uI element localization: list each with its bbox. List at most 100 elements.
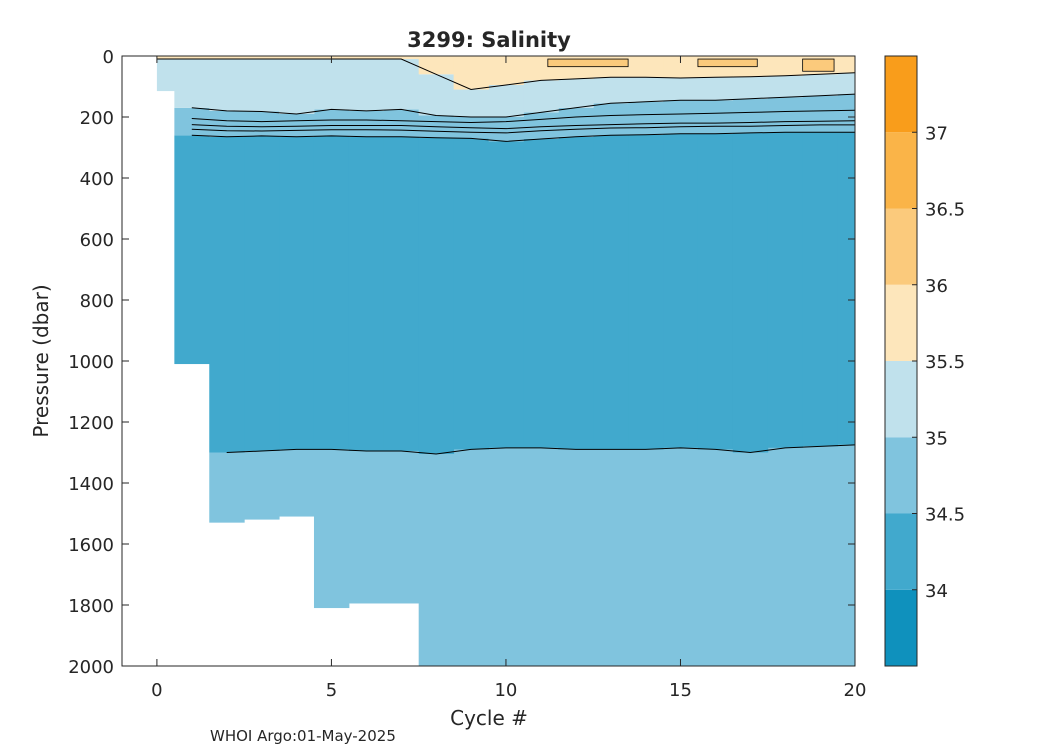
thermocline-salinity-band [174,107,210,136]
x-tick-label: 0 [151,680,162,701]
surface-salinity-band [767,56,804,76]
intermediate-salinity-band [802,132,839,447]
deep-salinity-band [628,449,664,666]
near-surface-salinity-band [558,78,594,108]
deep-salinity-band [523,447,559,666]
y-axis: 0 200 400 600 800 1000 1200 1400 1600 1800 2000 [68,47,855,678]
near-surface-salinity-band [802,74,839,96]
thermocline-salinity-band [383,109,420,137]
near-surface-salinity-band [209,59,245,111]
contour-35-0 [191,93,856,118]
colorbar-tick-label: 34 [925,581,948,602]
colorbar-tick-label: 37 [925,123,948,144]
y-axis-label: Pressure (dbar) [29,284,53,437]
deep-salinity-band [313,449,350,609]
surface-salinity-band [383,56,420,60]
x-tick-label: 5 [326,680,337,701]
deep-salinity-band [453,449,489,666]
deep-salinity-band [383,450,420,604]
near-surface-salinity-band [732,76,769,99]
intermediate-salinity-band [348,136,385,451]
y-tick-label: 1400 [68,474,114,495]
intermediate-salinity-band [593,135,629,450]
colorbar-segment [885,208,917,285]
y-tick-label: 1200 [68,413,114,434]
thermocline-salinity-band [767,97,804,133]
y-tick-label: 400 [80,169,114,190]
colorbar-segment [885,284,917,361]
y-tick-label: 800 [80,291,114,312]
contour-inner [191,120,856,130]
colorbar-segment [885,132,917,209]
contour-34-0 [226,444,856,455]
intermediate-salinity-band [732,132,769,453]
thermocline-salinity-band [279,113,315,137]
contour-35-5 [156,58,856,91]
colorbar-tick-label: 34.5 [925,505,965,526]
source-annotation: WHOI Argo:01-May-2025 [210,727,396,745]
colorbar: 34 34.5 35 35.5 36 36.5 37 [884,55,965,667]
deep-salinity-band [244,450,280,520]
y-tick-label: 1800 [68,596,114,617]
near-surface-salinity-band [244,59,280,112]
y-tick-label: 200 [80,108,114,129]
contour-34-5 [191,131,855,142]
near-surface-salinity-band [383,59,420,110]
intermediate-salinity-band [558,136,594,450]
surface-salinity-band [418,56,455,75]
y-tick-label: 600 [80,230,114,251]
colorbar-segment [885,361,917,438]
surface-salinity-band [348,56,385,60]
y-tick-label: 1000 [68,352,114,373]
salty-patch [697,58,758,68]
deep-salinity-band [593,449,629,666]
deep-salinity-band [697,449,734,666]
thermocline-salinity-band [732,98,769,133]
deep-salinity-band [488,447,524,666]
salty-patch [547,58,629,68]
x-tick-label: 15 [669,680,692,701]
thermocline-salinity-band [697,100,734,134]
deep-salinity-band [663,447,699,666]
deep-salinity-band [767,447,804,666]
near-surface-salinity-band [279,59,315,114]
colorbar-segment [885,589,917,666]
surface-salinity-band [837,56,856,73]
surface-salinity-band [628,56,664,78]
deep-salinity-band [837,444,856,666]
y-tick-label: 0 [103,47,114,68]
surface-salinity-band [174,56,210,60]
intermediate-salinity-band [244,135,280,451]
thermocline-salinity-band [837,94,856,133]
thermocline-salinity-band [663,100,699,134]
near-surface-salinity-band [488,84,524,117]
x-tick-label: 10 [494,680,517,701]
near-surface-salinity-band [628,77,664,102]
thermocline-salinity-band [558,107,594,137]
intermediate-salinity-band [837,132,856,445]
thermocline-salinity-band [244,111,280,136]
surface-salinity-band [663,56,699,78]
colorbar-tick-label: 35 [925,428,948,449]
x-axis-label: Cycle # [450,706,528,730]
near-surface-salinity-band [418,74,455,116]
intermediate-salinity-band [523,138,559,448]
colorbar-segment [885,513,917,590]
deep-salinity-band [418,454,455,666]
thermocline-salinity-band [313,109,350,136]
surface-salinity-band [244,56,280,60]
near-surface-salinity-band [593,77,629,104]
colorbar-segment [885,437,917,514]
near-surface-salinity-band [174,59,210,108]
contour-inner [191,124,855,134]
deep-salinity-band [209,452,245,523]
intermediate-salinity-band [418,137,455,455]
intermediate-salinity-band [697,133,734,450]
intermediate-salinity-band [628,134,664,450]
y-tick-label: 2000 [68,657,114,678]
intermediate-salinity-band [313,135,350,450]
thermocline-salinity-band [209,110,245,137]
deep-salinity-band [348,450,385,604]
thermocline-salinity-band [348,110,385,137]
